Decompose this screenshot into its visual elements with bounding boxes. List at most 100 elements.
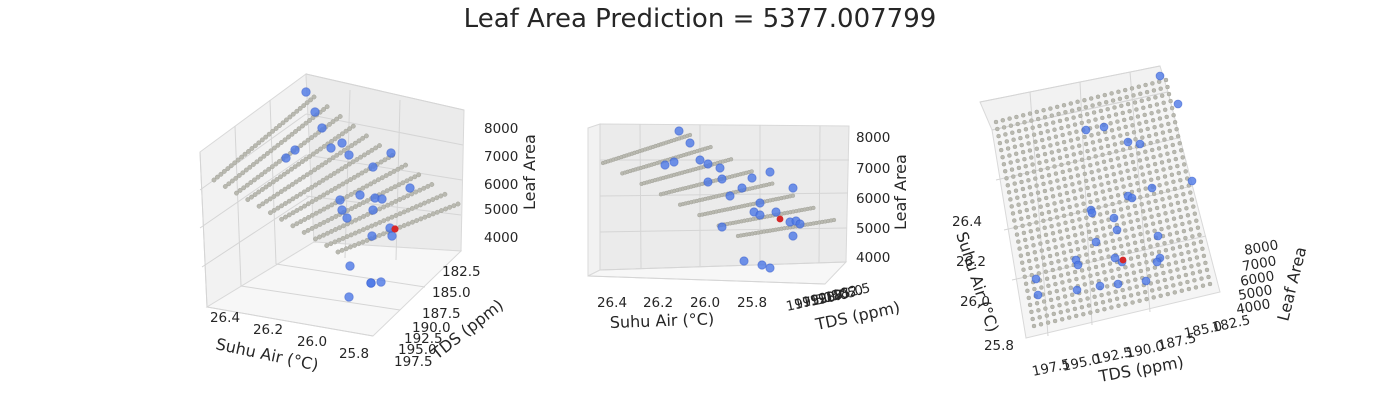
surface-point [340, 181, 346, 187]
surface-point [1197, 232, 1202, 238]
surface-point [1140, 135, 1145, 140]
surface-point [1142, 252, 1148, 258]
surface-point [214, 174, 220, 180]
surface-point [1022, 274, 1028, 279]
surface-point [282, 186, 288, 192]
surface-point [1016, 165, 1022, 171]
surface-point [1146, 133, 1152, 139]
surface-point [1112, 142, 1118, 147]
surface-point [1103, 99, 1109, 105]
surface-point [1123, 228, 1128, 233]
surface-point [1157, 182, 1162, 188]
grid-line [587, 275, 826, 285]
surface-point [1057, 192, 1063, 197]
surface-point [1042, 262, 1047, 267]
surface-point [369, 223, 374, 229]
surface-point [1052, 237, 1057, 243]
surface-point [1092, 257, 1097, 263]
surface-point [259, 172, 264, 178]
surface-point [1139, 98, 1145, 104]
surface-point [307, 154, 312, 160]
surface-point [1061, 176, 1067, 182]
surface-point [1097, 248, 1103, 254]
surface-point [1178, 148, 1184, 153]
surface-point [1027, 221, 1032, 227]
surface-point [1021, 193, 1027, 199]
surface-point [333, 227, 338, 232]
surface-point [1144, 193, 1150, 198]
surface-point [1112, 105, 1117, 110]
surface-point [1030, 316, 1035, 322]
surface-point [1156, 109, 1161, 114]
surface-point [1155, 279, 1161, 284]
tick-label: 192.5 [801, 287, 842, 311]
surface-point [273, 126, 279, 131]
surface-point [381, 231, 386, 237]
surface-point [341, 147, 347, 153]
surface-point [317, 221, 323, 227]
surface-point [1171, 283, 1176, 288]
tick-label: 26.4 [952, 214, 982, 230]
surface-point [1109, 91, 1114, 96]
surface-point [1044, 313, 1050, 318]
surface-point [1171, 112, 1176, 118]
surface-point [1107, 261, 1113, 266]
surface-point [249, 194, 254, 200]
surface-point [1127, 145, 1133, 151]
surface-point [1050, 194, 1056, 199]
surface-point [1072, 306, 1078, 312]
surface-point [373, 145, 379, 151]
surface-point [1147, 103, 1153, 109]
surface-point [237, 187, 243, 193]
surface-point [1183, 235, 1188, 241]
surface-point [811, 205, 816, 210]
surface-point [1081, 312, 1086, 317]
surface-point [1149, 147, 1155, 153]
surface-point [1125, 168, 1130, 174]
surface-point [1120, 287, 1125, 293]
observed-point [737, 183, 747, 193]
surface-point [263, 134, 269, 140]
tick-label: 4000 [856, 250, 890, 266]
subplot-1: 26.4 26.2 26.0 25.8 182.5 185.0 187.5190.0192.… [199, 73, 539, 375]
grid-line [599, 261, 847, 271]
surface-point [1110, 275, 1116, 280]
tick-label: 197.5 [785, 291, 826, 315]
surface-point [283, 117, 289, 123]
grid-line [395, 99, 401, 261]
surface-point [426, 213, 432, 219]
surface-point [1044, 122, 1049, 127]
surface-point [1175, 134, 1181, 139]
surface-point [283, 214, 288, 220]
surface-point [1183, 169, 1188, 174]
surface-point [1177, 244, 1183, 250]
surface-point [1176, 237, 1181, 243]
surface-point [1058, 310, 1064, 315]
surface-point [389, 214, 395, 220]
surface-point [321, 206, 327, 212]
tick-label: 7000 [856, 161, 890, 177]
surface-point [1024, 134, 1030, 139]
surface-point [1173, 156, 1179, 162]
surface-point [397, 197, 403, 202]
surface-point [403, 162, 408, 168]
surface-point [1086, 303, 1092, 308]
surface-point [1000, 154, 1005, 160]
surface-point [1051, 311, 1057, 317]
surface-point [1071, 152, 1077, 157]
surface-point [1120, 110, 1126, 116]
surface-point [302, 217, 307, 222]
surface-point [1068, 211, 1074, 217]
surface-point [1039, 248, 1045, 253]
surface-point [393, 213, 399, 218]
surface-point [242, 151, 248, 157]
surface-point [1086, 119, 1091, 124]
surface-point [1127, 212, 1132, 217]
surface-point [356, 138, 362, 144]
tick-label: 25.8 [737, 295, 767, 311]
surface-point [1020, 223, 1025, 229]
surface-point [360, 185, 366, 191]
surface-point [1041, 181, 1046, 187]
surface-point [1206, 274, 1211, 280]
surface-point [1083, 178, 1089, 184]
